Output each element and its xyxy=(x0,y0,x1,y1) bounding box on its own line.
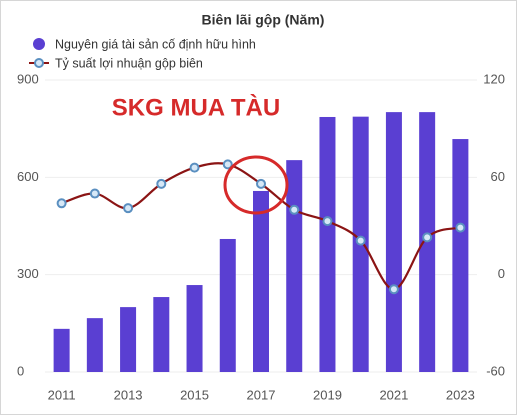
annotation: SKG MUA TÀU xyxy=(112,93,280,121)
line-marker xyxy=(289,204,300,215)
bar xyxy=(86,318,103,372)
bar xyxy=(452,139,469,372)
line-marker xyxy=(222,159,233,170)
bar xyxy=(286,160,303,372)
line-marker xyxy=(355,235,366,246)
y2-tick-label: 60 xyxy=(491,169,505,184)
y-tick-label: 900 xyxy=(17,71,39,86)
bar xyxy=(186,285,203,372)
line-marker xyxy=(455,222,466,233)
line-marker xyxy=(256,178,266,189)
bar xyxy=(219,238,236,372)
line-marker xyxy=(89,188,100,199)
bar xyxy=(319,116,336,372)
legend-bar-icon xyxy=(33,38,45,50)
y2-tick-label: 120 xyxy=(483,71,505,86)
bar xyxy=(385,112,402,373)
line-marker xyxy=(189,162,200,173)
y-tick-label: 0 xyxy=(17,363,24,378)
line-marker xyxy=(156,178,167,189)
x-tick-label: 2017 xyxy=(247,387,276,402)
legend-line-marker xyxy=(34,58,44,68)
x-tick-label: 2015 xyxy=(180,387,209,402)
line-marker xyxy=(422,232,433,243)
legend-label: Nguyên giá tài sản cố định hữu hình xyxy=(55,37,256,51)
y-tick-label: 300 xyxy=(17,266,39,281)
y2-tick-label: 0 xyxy=(498,266,505,281)
bar xyxy=(253,190,269,372)
line-marker xyxy=(123,203,134,214)
chart-title: Biên lãi gộp (Năm) xyxy=(202,12,325,28)
highlight-circle xyxy=(223,155,289,215)
x-tick-label: 2019 xyxy=(313,387,342,402)
line-marker xyxy=(388,284,399,295)
y2-tick-label: -60 xyxy=(486,363,505,378)
line-marker xyxy=(56,198,67,209)
line-marker xyxy=(322,216,333,227)
y-tick-label: 600 xyxy=(17,169,39,184)
bar xyxy=(53,328,70,372)
bar xyxy=(153,297,170,372)
x-tick-label: 2021 xyxy=(379,387,408,402)
x-tick-label: 2013 xyxy=(114,387,143,402)
x-tick-label: 2011 xyxy=(48,387,76,402)
x-tick-label: 2023 xyxy=(446,387,475,402)
bar xyxy=(120,307,137,372)
legend-label: Tỷ suất lợi nhuận gộp biên xyxy=(55,56,203,70)
plot-area: 0 300 600 900 -60 0 60 120 2011 2013 2015 2017 2019 2… xyxy=(17,71,505,402)
